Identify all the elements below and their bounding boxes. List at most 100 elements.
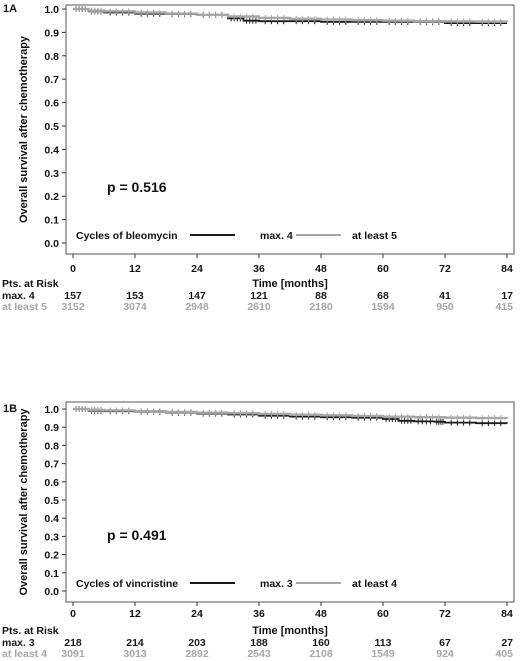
x-tick-label: 84 xyxy=(501,608,513,620)
y-tick-label: 0.5 xyxy=(44,495,59,507)
risk-value: 218 xyxy=(64,637,82,649)
risk-value: 2543 xyxy=(247,648,271,660)
panel-label: 1A xyxy=(3,3,17,15)
x-tick-label: 48 xyxy=(315,608,327,620)
risk-value: 3074 xyxy=(123,301,147,313)
risk-row-label: at least 5 xyxy=(2,301,47,313)
x-tick-label: 24 xyxy=(191,608,203,620)
risk-value: 3152 xyxy=(61,301,85,313)
y-tick-label: 0.0 xyxy=(44,586,59,598)
risk-value: 41 xyxy=(439,290,451,302)
y-tick-label: 0.1 xyxy=(44,215,59,227)
y-tick-label: 0.9 xyxy=(44,422,59,434)
y-tick-label: 0.2 xyxy=(44,550,59,562)
y-tick-label: 0.3 xyxy=(44,168,59,180)
x-tick-label: 72 xyxy=(439,608,451,620)
x-tick-label: 12 xyxy=(129,263,141,275)
y-tick-label: 0.4 xyxy=(44,513,59,525)
plot-frame xyxy=(65,4,515,255)
risk-table-header: Pts. at Risk xyxy=(2,625,59,637)
chart-panel-1a: 1A 0.0 0.1 0.2 0.3 0.4 0.5 0.6 0.7 0.8 0.9 1.0 0 12 24… xyxy=(2,3,515,313)
risk-value: 147 xyxy=(188,290,206,302)
y-tick-label: 0.8 xyxy=(44,440,59,452)
risk-value: 113 xyxy=(375,637,392,649)
legend-title: Cycles of bleomycin xyxy=(76,230,178,242)
risk-table-header: Pts. at Risk xyxy=(2,278,59,290)
p-value-annotation: p = 0.516 xyxy=(107,179,167,195)
risk-value: 2180 xyxy=(309,301,333,313)
y-tick-label: 0.6 xyxy=(44,477,59,489)
y-tick-label: 0.5 xyxy=(44,121,59,133)
x-tick-label: 48 xyxy=(315,263,327,275)
y-tick-label: 0.7 xyxy=(44,459,59,471)
risk-value: 1549 xyxy=(371,648,395,660)
y-tick-label: 0.3 xyxy=(44,531,59,543)
risk-row-label: max. 3 xyxy=(2,637,35,649)
x-tick-label: 60 xyxy=(377,263,389,275)
risk-value: 67 xyxy=(439,637,451,649)
risk-value: 121 xyxy=(250,290,268,302)
y-tick-label: 0.6 xyxy=(44,98,59,110)
risk-value: 2892 xyxy=(185,648,209,660)
x-tick-label: 84 xyxy=(501,263,513,275)
risk-value: 27 xyxy=(501,637,513,649)
risk-value: 3091 xyxy=(61,648,85,660)
legend: Cycles of vincristine max. 3 at least 4 xyxy=(76,578,397,590)
risk-value: 2610 xyxy=(247,301,271,313)
risk-value: 88 xyxy=(315,290,327,302)
x-axis-label: Time [months] xyxy=(252,278,328,290)
risk-value: 153 xyxy=(126,290,144,302)
y-tick-label: 0.8 xyxy=(44,51,59,63)
series-line-high xyxy=(73,407,509,420)
y-tick-label: 0.2 xyxy=(44,191,59,203)
risk-value: 924 xyxy=(436,648,454,660)
y-axis-label: Overall survival after chemotherapy xyxy=(18,408,30,596)
x-tick-label: 60 xyxy=(377,608,389,620)
y-tick-label: 0.4 xyxy=(44,144,59,156)
x-tick-label: 24 xyxy=(191,263,203,275)
legend-title: Cycles of vincristine xyxy=(76,578,178,590)
risk-value: 157 xyxy=(64,290,82,302)
series-line-high xyxy=(73,7,509,23)
legend-entry: at least 4 xyxy=(352,578,397,590)
y-tick-label: 0.1 xyxy=(44,568,59,580)
x-tick-label: 12 xyxy=(129,608,141,620)
y-tick-label: 1.0 xyxy=(44,4,59,16)
risk-row-label: max. 4 xyxy=(2,290,35,302)
x-tick-label: 72 xyxy=(439,263,451,275)
y-axis-label: Overall survival after chemotherapy xyxy=(18,35,30,223)
legend-entry: max. 4 xyxy=(260,230,293,242)
legend-entry: max. 3 xyxy=(260,578,293,590)
plot-frame xyxy=(65,401,515,603)
risk-value: 3013 xyxy=(123,648,147,660)
y-tick-label: 0.7 xyxy=(44,74,59,86)
x-tick-label: 36 xyxy=(253,263,265,275)
risk-value: 2948 xyxy=(185,301,209,313)
legend-entry: at least 5 xyxy=(352,230,397,242)
risk-row-label: at least 4 xyxy=(2,648,47,660)
risk-value: 203 xyxy=(188,637,206,649)
y-tick-label: 0.0 xyxy=(44,238,59,250)
y-tick-label: 0.9 xyxy=(44,27,59,39)
x-tick-label: 36 xyxy=(253,608,265,620)
chart-panel-1b: 1B 0.0 0.1 0.2 0.3 0.4 0.5 0.6 0.7 0.8 0.9 1.0 0 12 24… xyxy=(2,401,515,660)
panel-label: 1B xyxy=(3,403,17,415)
risk-value: 2108 xyxy=(309,648,333,660)
x-axis-label: Time [months] xyxy=(252,625,328,637)
risk-value: 405 xyxy=(495,648,513,660)
risk-value: 1594 xyxy=(371,301,395,313)
risk-value: 17 xyxy=(501,290,513,302)
y-tick-label: 1.0 xyxy=(44,404,59,416)
risk-value: 214 xyxy=(126,637,144,649)
legend: Cycles of bleomycin max. 4 at least 5 xyxy=(76,230,397,242)
risk-value: 160 xyxy=(312,637,330,649)
x-tick-label: 0 xyxy=(70,263,76,275)
risk-value: 68 xyxy=(377,290,389,302)
p-value-annotation: p = 0.491 xyxy=(107,527,167,543)
risk-value: 950 xyxy=(436,301,454,313)
risk-value: 188 xyxy=(250,637,268,649)
x-tick-label: 0 xyxy=(70,608,76,620)
